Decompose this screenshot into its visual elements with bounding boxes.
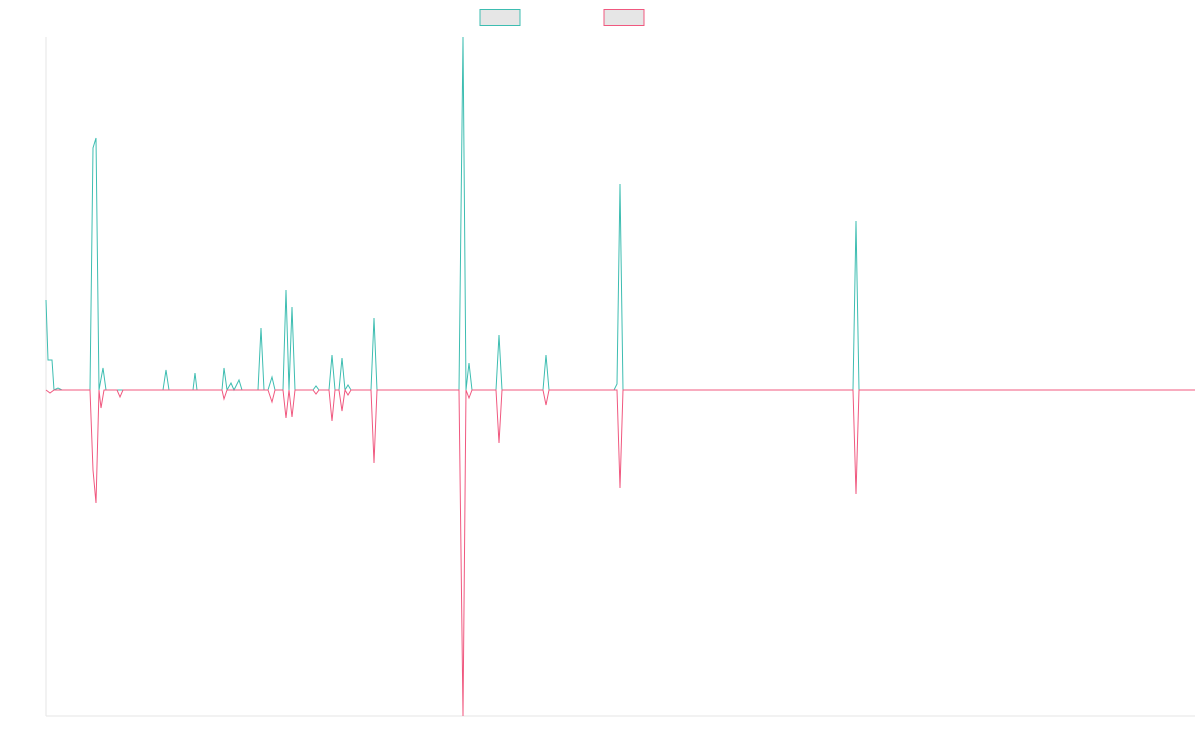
line-series — [45, 388, 1195, 717]
legend-swatch — [479, 9, 521, 26]
legend-swatch — [603, 9, 645, 26]
line-series — [45, 36, 1195, 392]
